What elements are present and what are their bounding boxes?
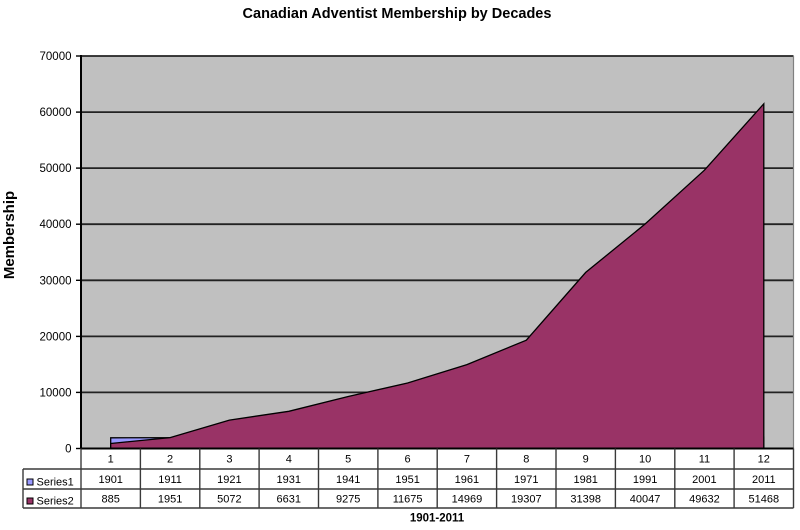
svg-text:11675: 11675 bbox=[393, 494, 423, 506]
svg-text:30000: 30000 bbox=[40, 275, 72, 287]
svg-text:10: 10 bbox=[639, 454, 651, 466]
svg-text:1971: 1971 bbox=[514, 474, 538, 486]
svg-text:12: 12 bbox=[758, 454, 770, 466]
svg-text:2: 2 bbox=[167, 454, 173, 466]
svg-text:10000: 10000 bbox=[40, 387, 72, 399]
svg-text:1: 1 bbox=[108, 454, 114, 466]
svg-text:5: 5 bbox=[345, 454, 351, 466]
svg-text:9: 9 bbox=[583, 454, 589, 466]
svg-text:1991: 1991 bbox=[633, 474, 657, 486]
svg-text:9275: 9275 bbox=[336, 494, 360, 506]
svg-text:14969: 14969 bbox=[452, 494, 483, 506]
svg-text:19307: 19307 bbox=[511, 494, 542, 506]
svg-text:1951: 1951 bbox=[395, 474, 419, 486]
svg-text:7: 7 bbox=[464, 454, 470, 466]
svg-text:1931: 1931 bbox=[277, 474, 301, 486]
svg-text:2001: 2001 bbox=[692, 474, 716, 486]
svg-text:1911: 1911 bbox=[158, 474, 182, 486]
svg-text:Series1: Series1 bbox=[37, 477, 74, 489]
svg-text:4: 4 bbox=[286, 454, 292, 466]
svg-text:1901-2011: 1901-2011 bbox=[410, 513, 465, 525]
svg-text:Canadian Adventist Membership: Canadian Adventist Membership by Decades bbox=[243, 6, 552, 22]
svg-text:1901: 1901 bbox=[98, 474, 122, 486]
svg-text:0: 0 bbox=[65, 444, 71, 456]
svg-text:885: 885 bbox=[102, 494, 120, 506]
svg-text:1941: 1941 bbox=[336, 474, 360, 486]
svg-text:1981: 1981 bbox=[573, 474, 597, 486]
svg-text:20000: 20000 bbox=[40, 331, 72, 343]
svg-text:1951: 1951 bbox=[158, 494, 182, 506]
svg-text:1961: 1961 bbox=[455, 474, 479, 486]
svg-text:5072: 5072 bbox=[217, 494, 241, 506]
svg-text:60000: 60000 bbox=[40, 107, 72, 119]
svg-text:6: 6 bbox=[405, 454, 411, 466]
svg-text:8: 8 bbox=[523, 454, 529, 466]
svg-text:40047: 40047 bbox=[630, 494, 661, 506]
svg-text:70000: 70000 bbox=[40, 51, 72, 63]
svg-text:Series2: Series2 bbox=[37, 496, 74, 508]
svg-text:2011: 2011 bbox=[752, 474, 776, 486]
svg-text:51468: 51468 bbox=[749, 494, 780, 506]
svg-text:49632: 49632 bbox=[689, 494, 720, 506]
svg-text:Membership: Membership bbox=[1, 191, 18, 279]
svg-text:50000: 50000 bbox=[40, 163, 72, 175]
svg-text:1921: 1921 bbox=[217, 474, 241, 486]
svg-text:11: 11 bbox=[699, 454, 710, 466]
svg-text:31398: 31398 bbox=[570, 494, 601, 506]
svg-text:40000: 40000 bbox=[40, 219, 72, 231]
svg-text:3: 3 bbox=[226, 454, 232, 466]
svg-text:6631: 6631 bbox=[277, 494, 301, 506]
